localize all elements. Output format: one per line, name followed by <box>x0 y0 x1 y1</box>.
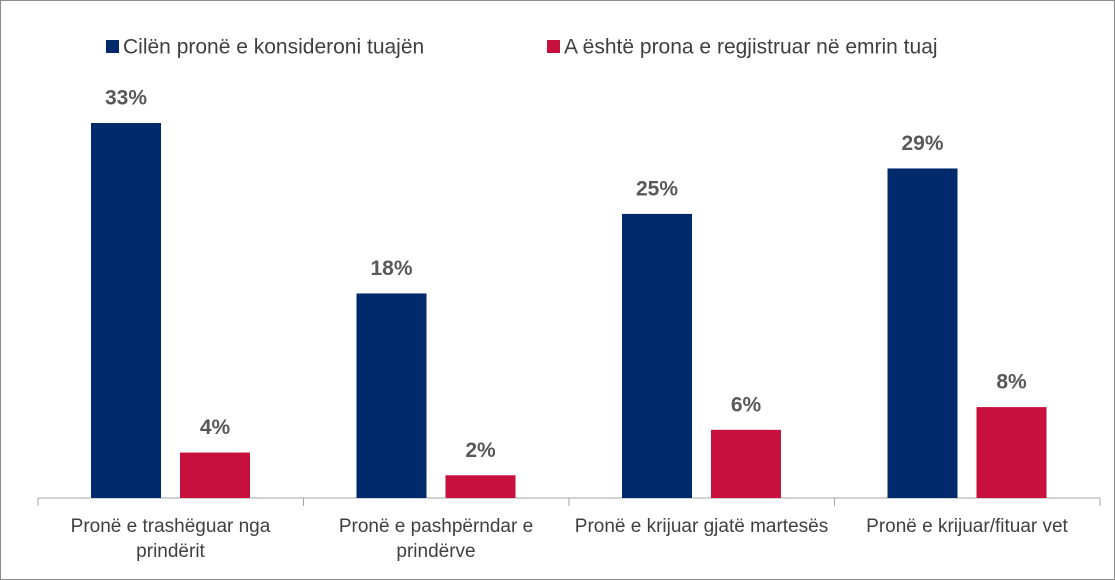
data-label: 8% <box>996 371 1027 394</box>
x-tick-label: Pronë e krijuar gjatë martesës <box>574 516 829 537</box>
data-label: 6% <box>731 393 762 416</box>
legend-label: Cilën pronë e konsideroni tuajën <box>123 36 424 59</box>
bar <box>622 213 692 498</box>
bar <box>887 168 958 499</box>
legend-label: A është prona e regjistruar në emrin tua… <box>564 36 938 59</box>
x-tick-label: Pronë e pashpërndar e prindërve <box>338 516 534 562</box>
data-label: 25% <box>636 177 678 200</box>
data-label: 33% <box>105 87 147 110</box>
bar <box>180 452 250 498</box>
data-label: 29% <box>901 132 943 155</box>
legend-swatch <box>106 40 119 53</box>
bar <box>976 407 1047 498</box>
data-label: 2% <box>465 439 496 462</box>
bar <box>91 123 161 498</box>
data-label: 18% <box>370 257 412 280</box>
x-tick-label: Pronë e krijuar/fituar vet <box>866 516 1068 537</box>
x-tick-label: Pronë e trashëguar nga prindërit <box>70 516 271 562</box>
bar <box>711 429 781 498</box>
bar <box>356 293 427 498</box>
data-label: 4% <box>200 416 231 439</box>
legend-swatch <box>547 40 560 53</box>
bar <box>445 475 516 498</box>
